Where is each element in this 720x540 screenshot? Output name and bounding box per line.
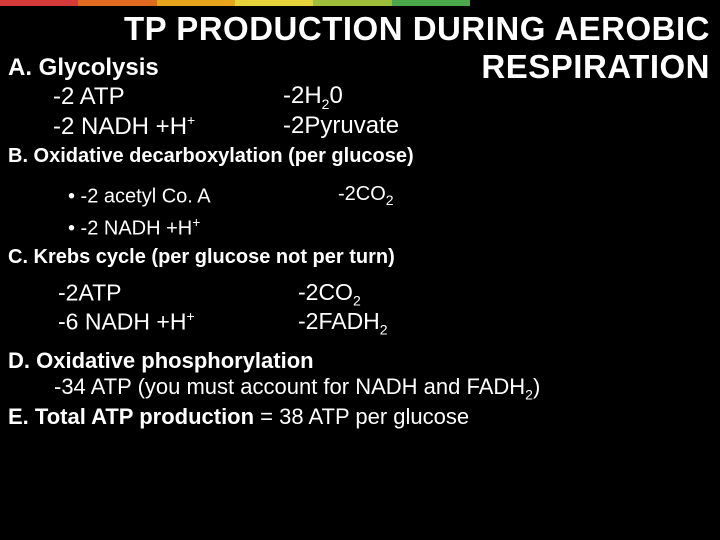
section-a-left: -2 NADH +H+: [8, 112, 283, 142]
text: -2 ATP: [53, 83, 125, 110]
section-b-bullets: • -2 acetyl Co. A -2CO2 • -2 NADH +H+: [8, 180, 712, 243]
section-e-bold: E. Total ATP production: [8, 404, 254, 429]
section-c-right: -2FADH2: [298, 308, 388, 338]
section-a-row: -2 ATP -2H20: [8, 82, 712, 112]
text: ): [533, 374, 540, 399]
section-a-right: -2H20: [283, 82, 343, 112]
text: -34 ATP (you must account for NADH and F…: [54, 374, 525, 399]
text: -2H: [283, 82, 322, 109]
text: • -2 acetyl Co. A: [68, 186, 211, 208]
section-e: E. Total ATP production = 38 ATP per glu…: [8, 404, 712, 430]
bullet-left: • -2 NADH +H+: [68, 212, 338, 244]
text: 0: [329, 82, 342, 109]
superscript: +: [187, 112, 195, 128]
text: -2CO: [338, 183, 386, 205]
section-e-rest: = 38 ATP per glucose: [254, 404, 469, 429]
bullet-left: • -2 acetyl Co. A: [68, 180, 338, 212]
text: -6 NADH +H: [58, 309, 186, 335]
slide-body: A. Glycolysis -2 ATP -2H20 -2 NADH +H+ -…: [0, 54, 720, 430]
section-a-row: -2 NADH +H+ -2Pyruvate: [8, 112, 712, 142]
section-c-right: -2CO2: [298, 279, 361, 309]
text: -2Pyruvate: [283, 112, 399, 139]
accent-seg: [157, 0, 235, 6]
bullet-right: -2CO2: [338, 180, 394, 212]
bullet-row: • -2 acetyl Co. A -2CO2: [68, 180, 712, 212]
text: • -2 NADH +H: [68, 218, 192, 240]
section-c-left: -2ATP: [8, 279, 298, 309]
section-d-heading: D. Oxidative phosphorylation: [8, 348, 712, 374]
section-d-body: -34 ATP (you must account for NADH and F…: [8, 374, 712, 402]
subscript: 2: [386, 192, 394, 208]
accent-seg: [313, 0, 391, 6]
section-a-left: -2 ATP: [8, 82, 283, 112]
section-c-row: -6 NADH +H+ -2FADH2: [8, 308, 712, 338]
section-c-left: -6 NADH +H+: [8, 308, 298, 338]
accent-seg: [392, 0, 470, 6]
subscript: 2: [353, 292, 361, 308]
text: -2ATP: [58, 279, 121, 305]
superscript: +: [186, 308, 194, 324]
text: -2CO: [298, 279, 353, 305]
section-c-row: -2ATP -2CO2: [8, 279, 712, 309]
section-c-heading: C. Krebs cycle (per glucose not per turn…: [8, 246, 712, 269]
subscript: 2: [380, 322, 388, 338]
title-line-1: TP PRODUCTION DURING AEROBIC: [0, 10, 710, 48]
text: -2FADH: [298, 308, 380, 334]
superscript: +: [192, 214, 200, 230]
bullet-row: • -2 NADH +H+: [68, 212, 712, 244]
subscript: 2: [525, 386, 533, 402]
accent-seg: [235, 0, 313, 6]
text: -2 NADH +H: [53, 113, 187, 140]
accent-bar: [0, 0, 720, 6]
accent-seg: [0, 0, 78, 6]
accent-seg: [78, 0, 156, 6]
section-a-right: -2Pyruvate: [283, 112, 399, 142]
section-b-heading: B. Oxidative decarboxylation (per glucos…: [8, 145, 712, 168]
